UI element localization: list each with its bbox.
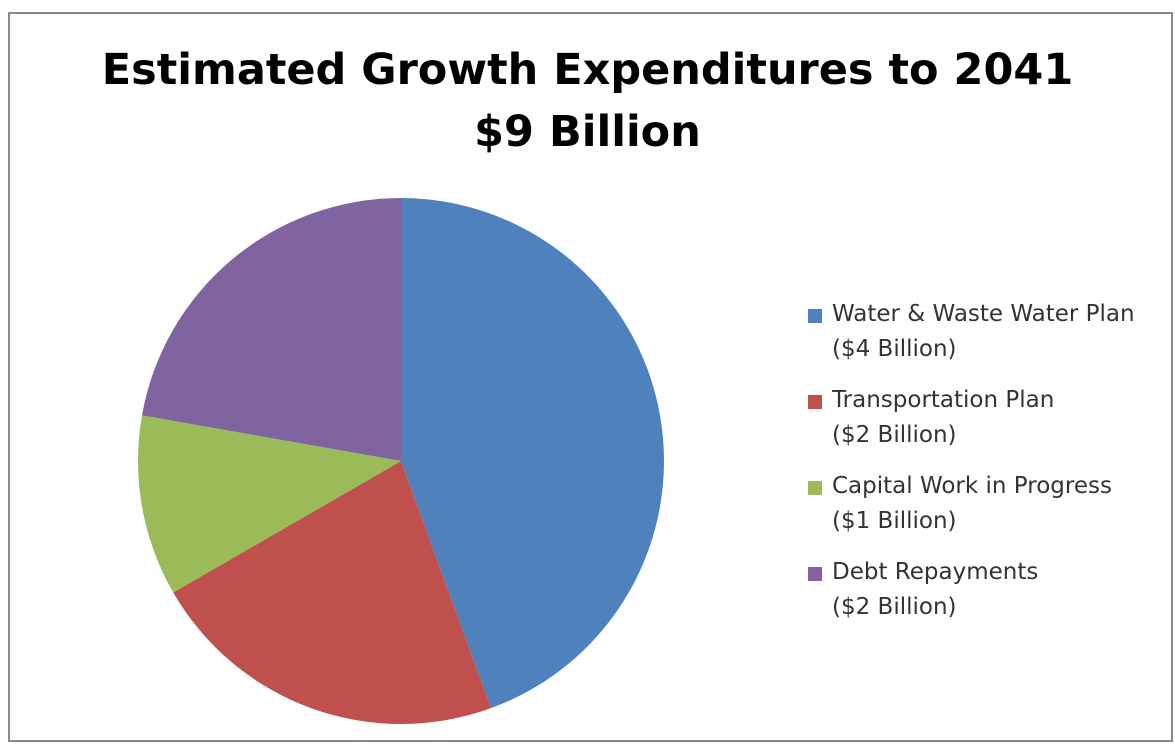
legend-sublabel: ($1 Billion) <box>832 508 957 534</box>
slice-debt <box>142 198 401 461</box>
legend-sublabel: ($4 Billion) <box>832 336 957 362</box>
chart-legend: Water & Waste Water Plan ($4 Billion) Tr… <box>808 297 1168 641</box>
legend-swatch <box>808 395 822 409</box>
legend-sublabel: ($2 Billion) <box>832 594 957 620</box>
legend-label: Transportation Plan <box>832 387 1055 413</box>
legend-swatch <box>808 567 822 581</box>
slice-transportation <box>173 461 491 724</box>
legend-label: Debt Repayments <box>832 559 1039 585</box>
legend-item-transportation: Transportation Plan ($2 Billion) <box>808 383 1168 469</box>
slice-water <box>401 198 665 709</box>
chart-title: Estimated Growth Expenditures to 2041 <box>101 45 1074 95</box>
legend-label: Capital Work in Progress <box>832 473 1112 499</box>
legend-item-capital: Capital Work in Progress ($1 Billion) <box>808 469 1168 555</box>
legend-item-debt: Debt Repayments ($2 Billion) <box>808 555 1168 641</box>
chart-subtitle: $9 Billion <box>474 107 701 157</box>
legend-swatch <box>808 309 822 323</box>
legend-label: Water & Waste Water Plan <box>832 301 1135 327</box>
legend-sublabel: ($2 Billion) <box>832 422 957 448</box>
legend-swatch <box>808 481 822 495</box>
slice-capital <box>138 415 401 593</box>
legend-item-water: Water & Waste Water Plan ($4 Billion) <box>808 297 1168 383</box>
